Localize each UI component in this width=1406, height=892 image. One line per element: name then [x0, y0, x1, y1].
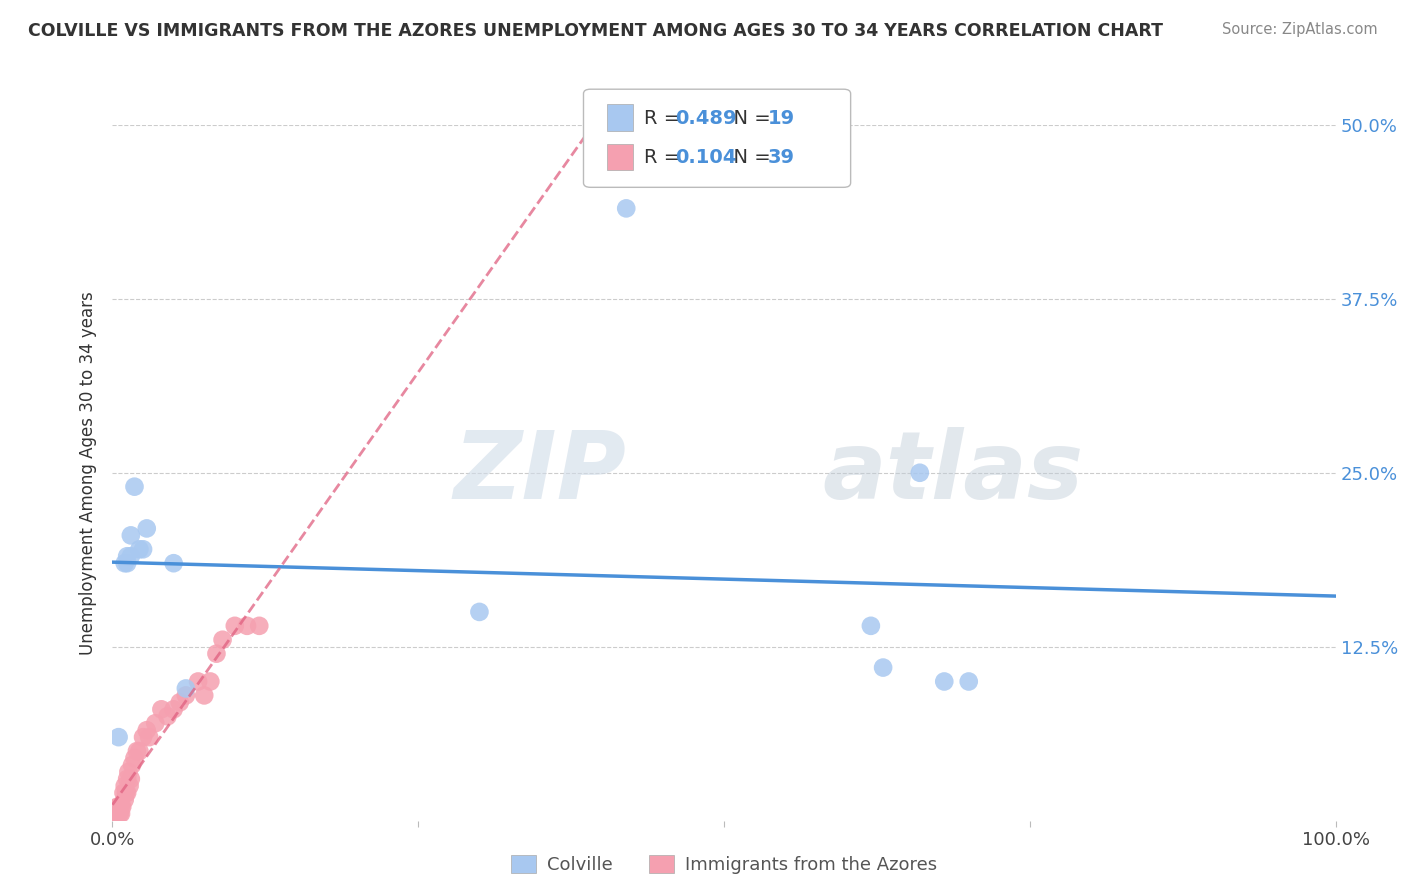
Y-axis label: Unemployment Among Ages 30 to 34 years: Unemployment Among Ages 30 to 34 years	[79, 291, 97, 655]
Point	[110, 806, 132, 821]
Point	[128, 744, 150, 758]
Point	[163, 556, 186, 570]
Point	[114, 556, 136, 570]
Legend: Colville, Immigrants from the Azores: Colville, Immigrants from the Azores	[503, 847, 945, 881]
Point	[124, 480, 146, 494]
Point	[107, 730, 129, 744]
Point	[908, 466, 931, 480]
Point	[132, 730, 155, 744]
Point	[115, 786, 138, 800]
Point	[112, 786, 135, 800]
Point	[115, 549, 138, 564]
Point	[150, 702, 173, 716]
Point	[121, 758, 143, 772]
Text: R =: R =	[644, 148, 686, 168]
Point	[120, 772, 142, 786]
Point	[105, 799, 128, 814]
Point	[114, 793, 136, 807]
Point	[205, 647, 228, 661]
Point	[247, 619, 270, 633]
Point	[107, 799, 129, 814]
Point	[872, 660, 894, 674]
Point	[211, 632, 233, 647]
Text: Source: ZipAtlas.com: Source: ZipAtlas.com	[1222, 22, 1378, 37]
Point	[163, 702, 186, 716]
Point	[132, 542, 155, 557]
Point	[108, 806, 131, 821]
Point	[107, 806, 129, 821]
Point	[125, 744, 148, 758]
Point	[143, 716, 166, 731]
Point	[135, 521, 157, 535]
Point	[169, 695, 191, 709]
Point	[468, 605, 491, 619]
Point	[135, 723, 157, 738]
Point	[115, 772, 138, 786]
Point	[120, 549, 142, 564]
Point	[120, 528, 142, 542]
Point	[124, 751, 146, 765]
Point	[156, 709, 179, 723]
Point	[187, 674, 209, 689]
Point	[934, 674, 956, 689]
Point	[138, 730, 160, 744]
Point	[236, 619, 259, 633]
Point	[115, 786, 138, 800]
Text: 0.104: 0.104	[675, 148, 737, 168]
Point	[114, 779, 136, 793]
Point	[128, 542, 150, 557]
Text: N =: N =	[721, 148, 778, 168]
Point	[111, 799, 134, 814]
Text: ZIP: ZIP	[453, 426, 626, 519]
Point	[118, 779, 141, 793]
Point	[174, 681, 197, 696]
Point	[859, 619, 882, 633]
Text: R =: R =	[644, 109, 686, 128]
Point	[200, 674, 222, 689]
Point	[193, 689, 215, 703]
Text: atlas: atlas	[823, 426, 1083, 519]
Text: 0.489: 0.489	[675, 109, 737, 128]
Point	[614, 202, 637, 216]
Point	[224, 619, 246, 633]
Point	[957, 674, 980, 689]
Text: N =: N =	[721, 109, 778, 128]
Text: COLVILLE VS IMMIGRANTS FROM THE AZORES UNEMPLOYMENT AMONG AGES 30 TO 34 YEARS CO: COLVILLE VS IMMIGRANTS FROM THE AZORES U…	[28, 22, 1163, 40]
Point	[117, 764, 139, 779]
Text: 39: 39	[768, 148, 794, 168]
Point	[115, 556, 138, 570]
Point	[110, 799, 132, 814]
Text: 19: 19	[768, 109, 794, 128]
Point	[105, 806, 128, 821]
Point	[174, 689, 197, 703]
Point	[104, 806, 127, 821]
